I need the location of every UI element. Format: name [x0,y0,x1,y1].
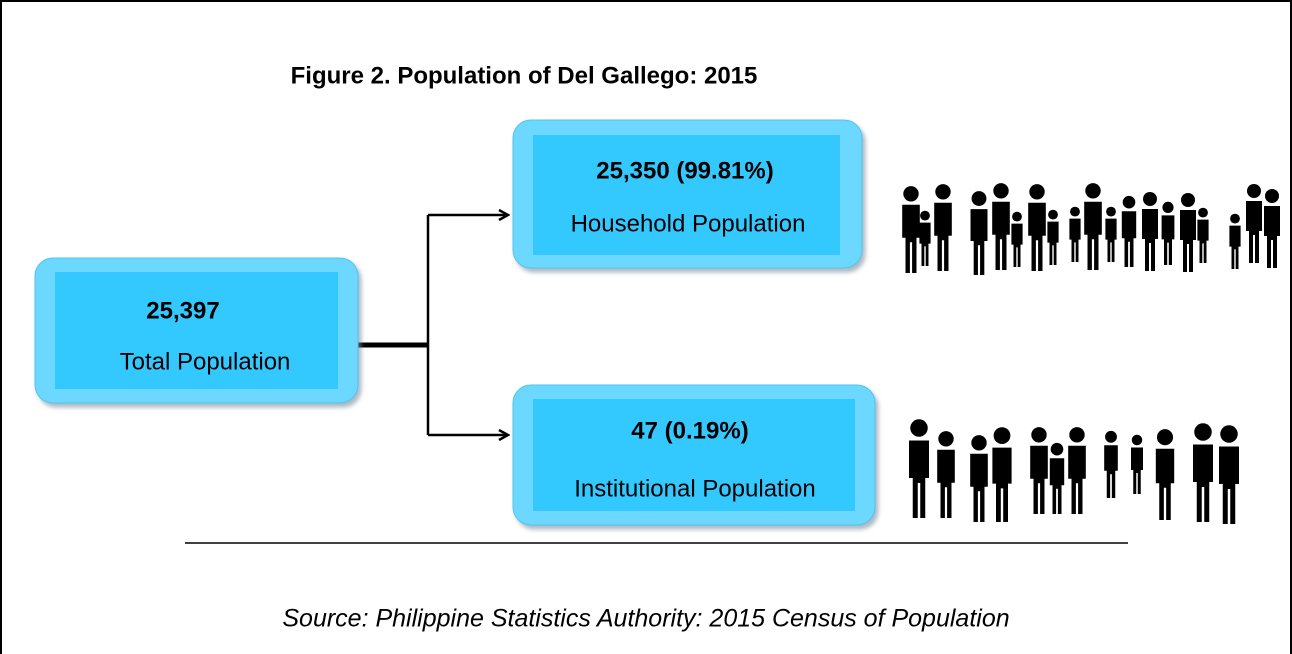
person-icon [902,186,920,273]
total-node: 25,397 Total Population [35,258,358,403]
person-icon [1050,443,1064,514]
person-icon [1105,207,1116,262]
title: Figure 2. Population of Del Gallego: 201… [291,62,758,89]
institutional-node: 47 (0.19%) Institutional Population [513,385,875,525]
person-icon [1028,184,1046,271]
person-icon [1229,214,1240,269]
person-icon [970,435,988,522]
person-icon [1068,427,1086,514]
person-icon [1122,196,1136,267]
node-value: 47 (0.19%) [631,417,748,444]
person-icon [1084,183,1102,270]
institutional-icons [909,419,1239,524]
person-icon [1142,192,1158,271]
source: Source: Philippine Statistics Authority:… [282,605,1009,633]
household-node: 25,350 (99.81%) Household Population [513,120,862,268]
node-label: Household Population [571,210,806,237]
person-icon [1069,207,1080,262]
node-label: Institutional Population [574,475,816,502]
person-icon [919,211,930,266]
person-icon [1219,425,1239,524]
person-icon [1047,210,1058,265]
person-icon [992,183,1010,270]
diagram: Figure 2. Population of Del Gallego: 201… [0,0,1292,654]
person-icon [1180,193,1196,272]
household-icons [902,183,1280,275]
node-label: Total Population [120,348,291,375]
page: {"title": "Figure 2. Population of Del G… [0,0,1292,654]
person-icon [1104,431,1118,498]
person-icon [1011,212,1022,267]
person-icon [1162,202,1175,265]
person-icon [1156,429,1174,520]
node-value: 25,397 [146,297,219,324]
person-icon [971,191,988,275]
person-icon [1193,423,1213,522]
person-icon [909,419,929,518]
person-icon [1197,208,1208,263]
person-icon [1131,435,1143,494]
person-icon [1264,189,1280,268]
person-icon [934,184,952,271]
node-value: 25,350 (99.81%) [596,157,773,184]
person-icon [937,431,955,518]
person-icon [1030,427,1048,514]
person-icon [992,427,1011,522]
person-icon [1246,184,1262,263]
